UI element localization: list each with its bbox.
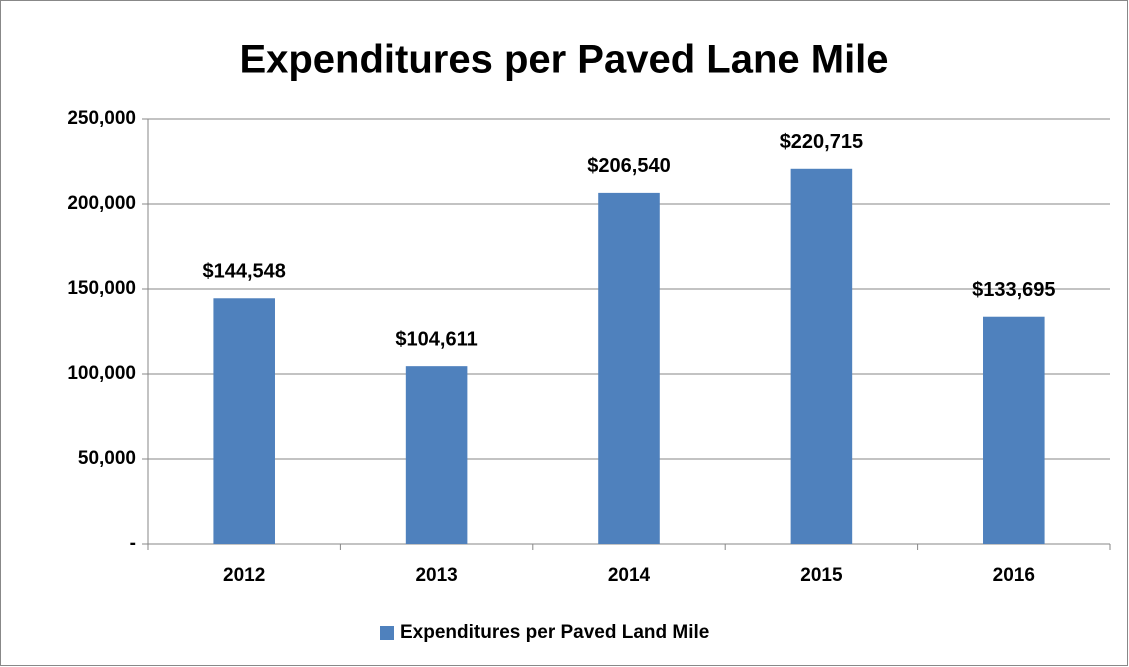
y-tick-label: - <box>130 533 136 554</box>
bar <box>213 298 275 544</box>
data-label: $144,548 <box>202 261 285 283</box>
legend-label: Expenditures per Paved Land Mile <box>400 622 709 643</box>
bar <box>598 192 660 544</box>
y-tick-label: 200,000 <box>67 193 136 214</box>
y-tick-label: 250,000 <box>67 108 136 129</box>
bar <box>405 366 468 544</box>
y-tick-label: 150,000 <box>67 278 136 299</box>
data-label: $220,715 <box>780 131 863 153</box>
data-label: $133,695 <box>972 279 1055 301</box>
y-tick-label: 50,000 <box>78 448 136 469</box>
data-label: $206,540 <box>587 155 670 177</box>
bar <box>983 316 1045 544</box>
data-label: $104,611 <box>395 328 477 350</box>
y-tick-label: 100,000 <box>67 363 136 384</box>
x-tick-label: 2015 <box>800 565 843 586</box>
x-tick-label: 2014 <box>608 565 651 586</box>
x-tick-label: 2016 <box>993 565 1035 586</box>
x-tick-label: 2013 <box>415 565 457 586</box>
x-tick-label: 2012 <box>223 565 265 586</box>
chart-title: Expenditures per Paved Lane Mile <box>239 38 888 82</box>
bar <box>790 168 853 545</box>
legend-swatch <box>380 626 394 640</box>
